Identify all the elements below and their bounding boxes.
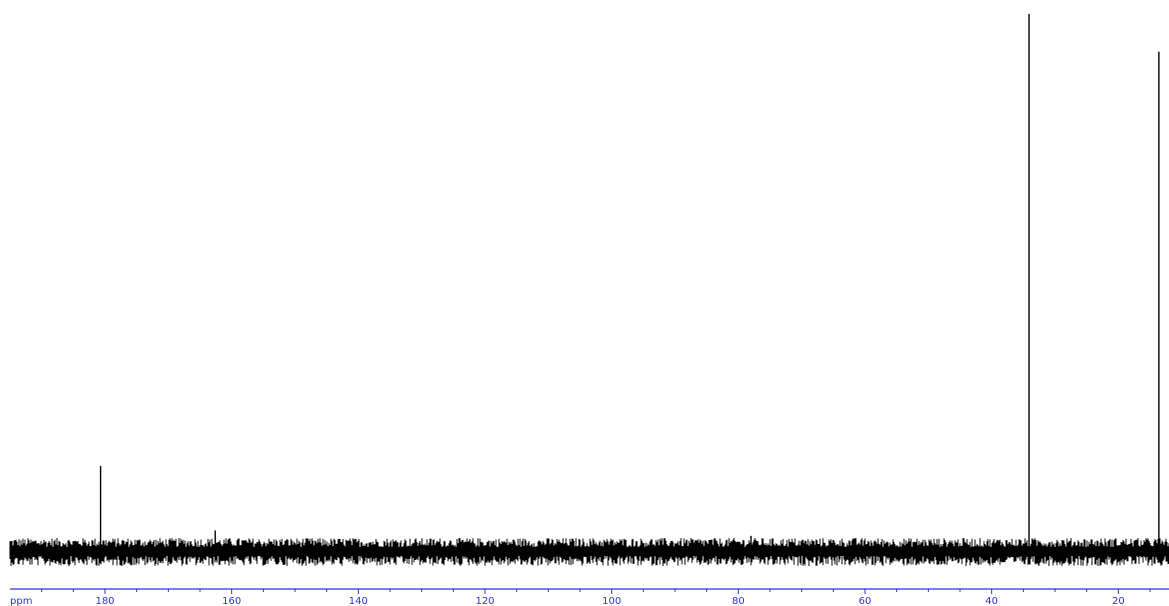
x-tick-label: 180	[95, 596, 114, 606]
x-axis-unit-label: ppm	[10, 596, 32, 606]
x-tick-label: 160	[222, 596, 241, 606]
baseline-noise	[9, 538, 1169, 566]
x-tick-label: 60	[859, 596, 872, 606]
x-tick-label: 40	[985, 596, 998, 606]
peaks	[99, 14, 1160, 552]
noise-trace	[9, 538, 1169, 566]
x-tick-label: 80	[732, 596, 745, 606]
x-tick-label: 120	[475, 596, 494, 606]
x-tick-label: 100	[602, 596, 621, 606]
x-tick-label: 140	[349, 596, 368, 606]
x-tick-label: 20	[1112, 596, 1125, 606]
x-axis: ppm 180 160 140 120 100 80 60 40 20	[10, 588, 1169, 606]
